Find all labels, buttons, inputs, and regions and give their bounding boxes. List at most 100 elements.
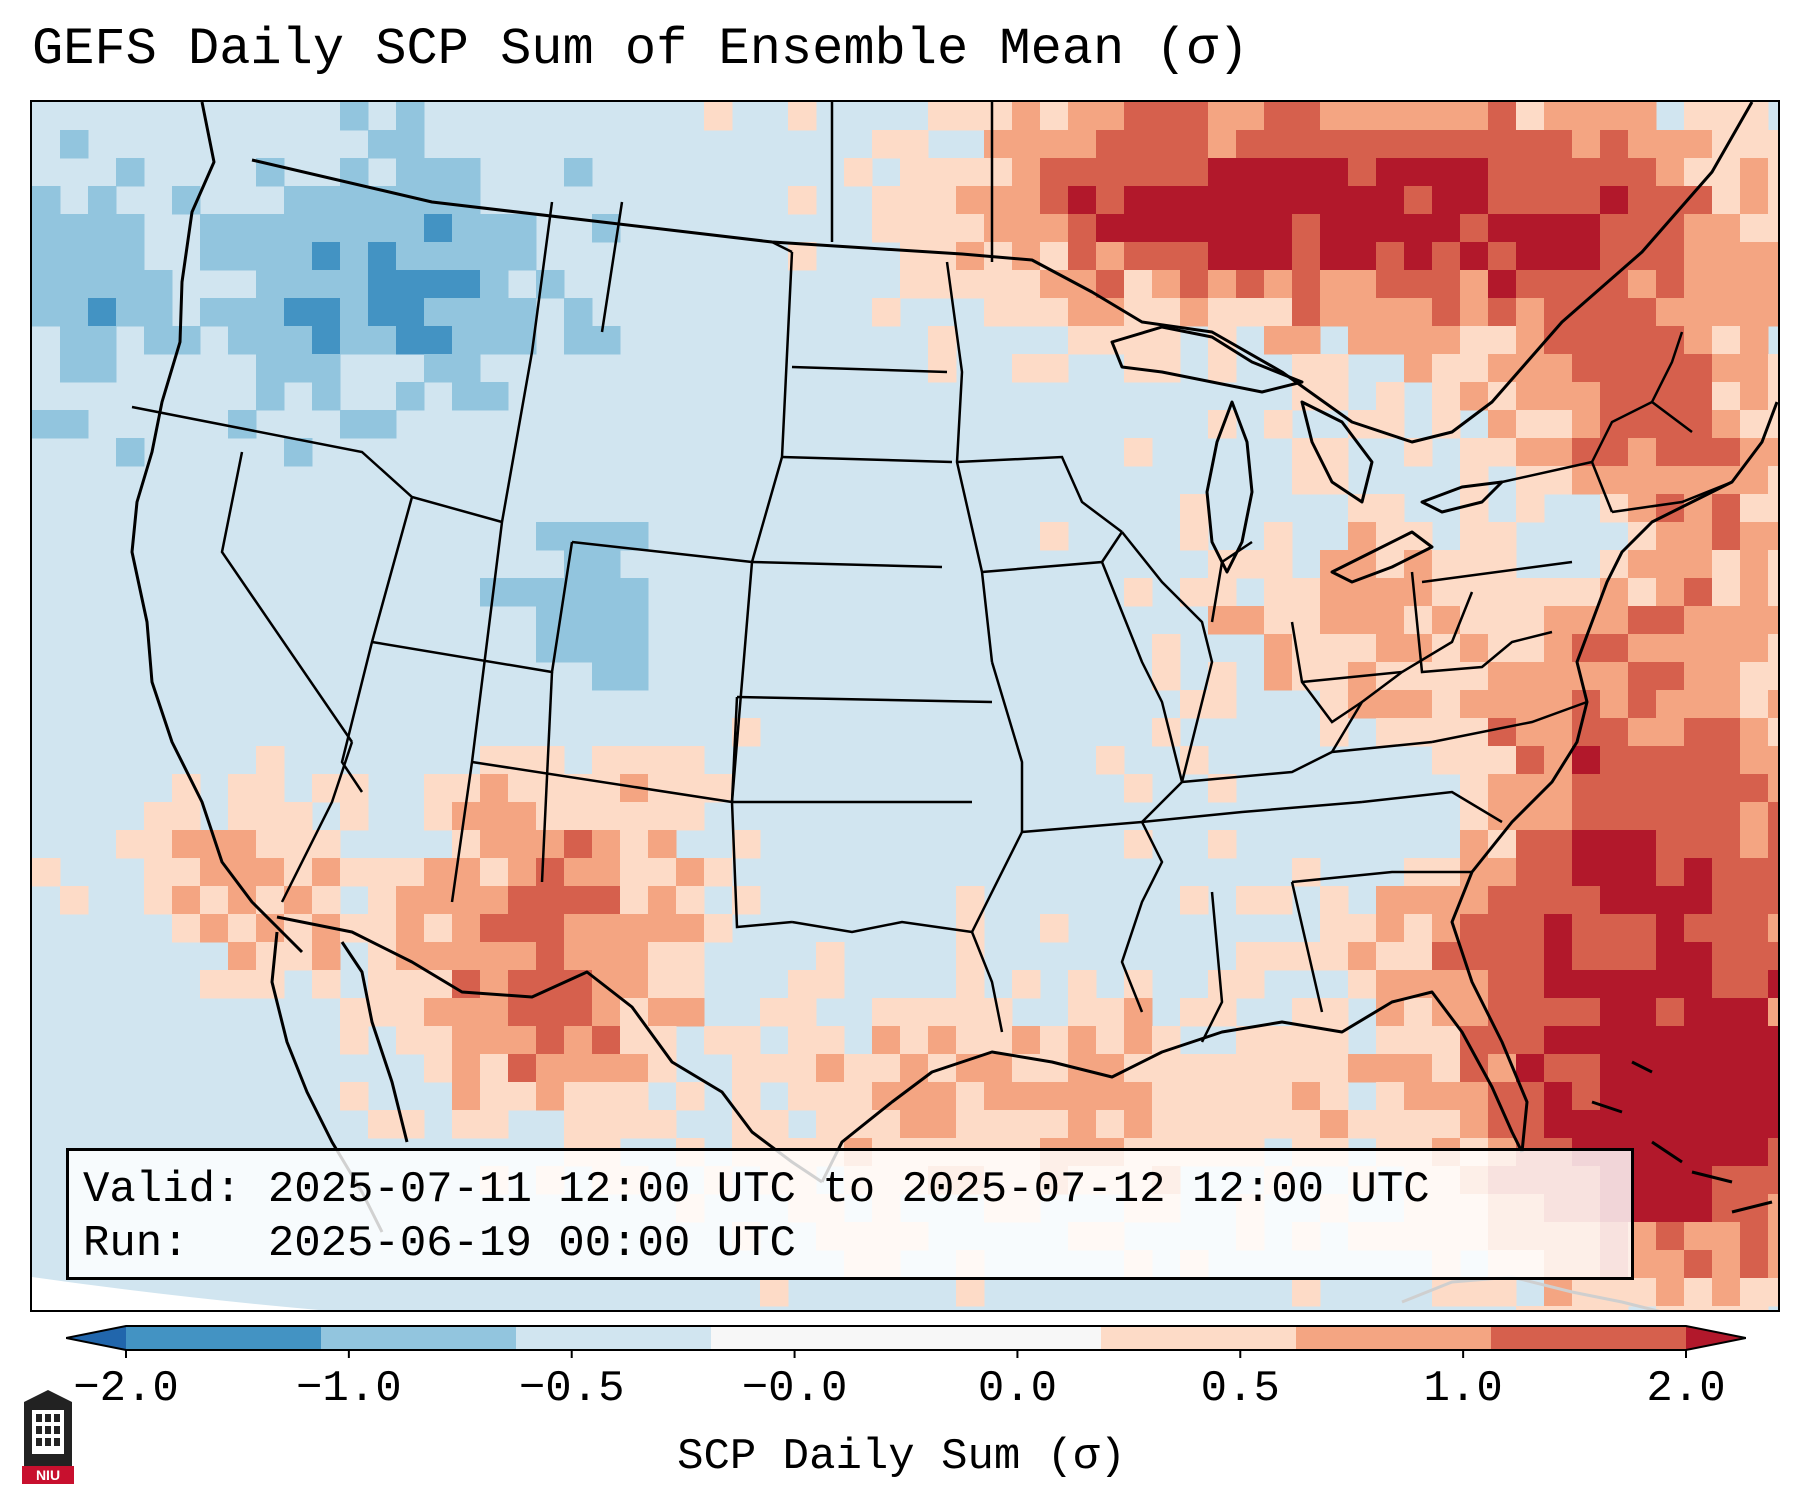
border-us-mexico: [276, 915, 823, 1184]
anomaly-cell: [1516, 494, 1545, 523]
anomaly-cell: [1740, 130, 1769, 159]
anomaly-cell: [928, 242, 957, 271]
anomaly-cell: [620, 634, 649, 663]
anomaly-cell: [1572, 802, 1601, 831]
anomaly-cell: [1656, 158, 1685, 187]
anomaly-cell: [1348, 634, 1377, 663]
anomaly-cell: [1320, 438, 1349, 467]
anomaly-cell: [1768, 214, 1778, 243]
anomaly-cell: [1264, 886, 1293, 915]
anomaly-cell: [1628, 998, 1657, 1027]
anomaly-cell: [1544, 802, 1573, 831]
anomaly-cell: [1600, 326, 1629, 355]
anomaly-cell: [228, 326, 257, 355]
anomaly-cell: [592, 858, 621, 887]
map-panel[interactable]: [30, 100, 1780, 1312]
anomaly-cell: [1600, 634, 1629, 663]
anomaly-cell: [1684, 242, 1713, 271]
anomaly-cell: [1740, 858, 1769, 887]
anomaly-cell: [900, 270, 929, 299]
anomaly-cell: [648, 1054, 677, 1083]
anomaly-cell: [1684, 1138, 1713, 1167]
anomaly-cell: [1432, 102, 1461, 131]
anomaly-cell: [1292, 242, 1321, 271]
anomaly-cell: [1264, 158, 1293, 187]
anomaly-cell: [956, 1278, 985, 1307]
anomaly-cell: [1712, 914, 1741, 943]
anomaly-cell: [368, 298, 397, 327]
anomaly-cell: [1516, 774, 1545, 803]
anomaly-cell: [312, 382, 341, 411]
anomaly-cell: [480, 242, 509, 271]
anomaly-cell: [956, 158, 985, 187]
anomaly-cell: [1432, 186, 1461, 215]
anomaly-cell: [1600, 494, 1629, 523]
anomaly-cell: [620, 746, 649, 775]
anomaly-cell: [1572, 886, 1601, 915]
anomaly-cell: [1348, 214, 1377, 243]
anomaly-cell: [1740, 1306, 1769, 1310]
anomaly-cell: [424, 774, 453, 803]
anomaly-cell: [1432, 270, 1461, 299]
anomaly-cell: [1768, 578, 1778, 607]
anomaly-cell: [1180, 886, 1209, 915]
anomaly-cell: [1600, 1026, 1629, 1055]
anomaly-cell: [452, 942, 481, 971]
anomaly-cell: [1740, 1138, 1769, 1167]
colorbar-segment: [711, 1326, 907, 1350]
anomaly-cell: [1600, 354, 1629, 383]
anomaly-cell: [1516, 214, 1545, 243]
anomaly-cell: [88, 270, 117, 299]
anomaly-cell: [1348, 298, 1377, 327]
anomaly-cell: [480, 830, 509, 859]
cuba-outline: [1401, 1275, 1661, 1310]
anomaly-cell: [620, 858, 649, 887]
anomaly-cell: [1516, 438, 1545, 467]
anomaly-cell: [928, 158, 957, 187]
anomaly-cell: [732, 1026, 761, 1055]
anomaly-cell: [1320, 634, 1349, 663]
anomaly-cell: [1712, 326, 1741, 355]
anomaly-cell: [480, 746, 509, 775]
anomaly-cell: [1320, 298, 1349, 327]
anomaly-cell: [1404, 1026, 1433, 1055]
anomaly-cell: [900, 158, 929, 187]
anomaly-cell: [1460, 1054, 1489, 1083]
anomaly-cell: [1544, 214, 1573, 243]
anomaly-cell: [1404, 1054, 1433, 1083]
anomaly-cell: [1572, 858, 1601, 887]
anomaly-cell: [620, 970, 649, 999]
anomaly-cell: [1292, 354, 1321, 383]
anomaly-cell: [1600, 130, 1629, 159]
anomaly-cell: [1684, 802, 1713, 831]
anomaly-cell: [340, 270, 369, 299]
anomaly-cell: [1068, 130, 1097, 159]
anomaly-cell: [88, 326, 117, 355]
anomaly-cell: [1460, 438, 1489, 467]
anomaly-cell: [144, 298, 173, 327]
anomaly-cell: [1768, 914, 1778, 943]
anomaly-cell: [1768, 382, 1778, 411]
anomaly-cell: [1460, 466, 1489, 495]
anomaly-cell: [312, 186, 341, 215]
anomaly-cell: [1516, 242, 1545, 271]
anomaly-cell: [1320, 186, 1349, 215]
anomaly-cell: [340, 186, 369, 215]
anomaly-cell: [116, 830, 145, 859]
anomaly-cell: [1040, 1026, 1069, 1055]
anomaly-cell: [116, 438, 145, 467]
anomaly-cell: [984, 102, 1013, 131]
anomaly-cell: [1264, 102, 1293, 131]
anomaly-cell: [368, 242, 397, 271]
anomaly-cell: [564, 326, 593, 355]
anomaly-cell: [1488, 718, 1517, 747]
anomaly-cell: [1376, 298, 1405, 327]
anomaly-cell: [1628, 578, 1657, 607]
anomaly-cell: [1124, 1082, 1153, 1111]
anomaly-cell: [1488, 522, 1517, 551]
anomaly-cell: [1236, 130, 1265, 159]
anomaly-cell: [788, 970, 817, 999]
anomaly-cell: [1628, 606, 1657, 635]
anomaly-cell: [396, 214, 425, 243]
anomaly-cell: [228, 858, 257, 887]
